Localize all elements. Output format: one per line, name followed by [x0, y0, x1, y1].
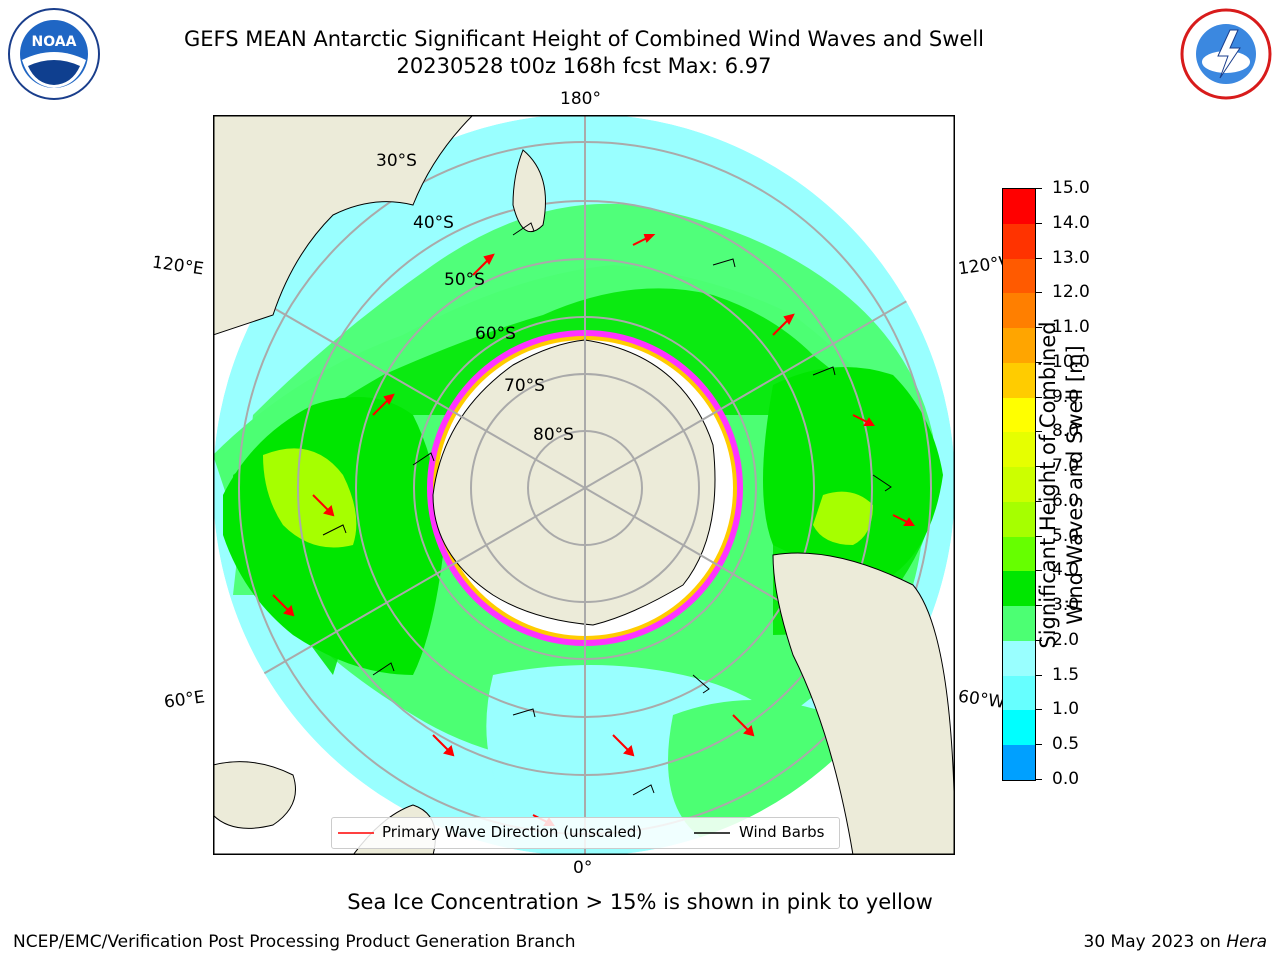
colorbar-tick-mark — [1036, 361, 1042, 363]
colorbar-tick-label: 15.0 — [1052, 178, 1090, 198]
new-zealand — [512, 149, 546, 233]
colorbar-tick-mark — [1036, 222, 1042, 224]
colorbar-tick-mark — [1036, 500, 1042, 502]
colorbar-segment — [1003, 501, 1035, 537]
nws-logo — [1180, 8, 1272, 100]
legend-barbs-label: Wind Barbs — [739, 823, 825, 841]
chart-subtitle: 20230528 t00z 168h fcst Max: 6.97 — [396, 54, 772, 78]
colorbar-segment — [1003, 223, 1035, 259]
colorbar-tick-label: 10.0 — [1052, 351, 1090, 372]
footer-credit: NCEP/EMC/Verification Post Processing Pr… — [13, 932, 576, 952]
colorbar-tick-label: 0.0 — [1052, 769, 1080, 789]
map-legend: Primary Wave Direction (unscaled) Wind B… — [331, 817, 840, 849]
colorbar-tick-mark — [1036, 535, 1042, 537]
colorbar-segment — [1003, 293, 1035, 329]
australia — [213, 115, 474, 336]
colorbar-segment — [1003, 397, 1035, 433]
lat-label-70s: 70°S — [504, 376, 545, 396]
colorbar-tick-mark — [1036, 709, 1042, 711]
lat-label-30s: 30°S — [376, 151, 417, 171]
lat-label-60s: 60°S — [475, 324, 516, 344]
colorbar-tick-label: 11.0 — [1052, 317, 1090, 338]
lat-label-40s: 40°S — [413, 213, 454, 233]
colorbar-segment — [1003, 258, 1035, 294]
svg-text:NOAA: NOAA — [32, 34, 77, 50]
colorbar-segment — [1003, 467, 1035, 502]
lon-label-bottom: 0° — [573, 858, 593, 878]
legend-primary-label: Primary Wave Direction (unscaled) — [382, 823, 643, 841]
colorbar-tick-label: 1.5 — [1052, 664, 1080, 685]
colorbar-segment — [1003, 536, 1035, 572]
colorbar-segment — [1003, 640, 1035, 676]
colorbar-tick-label: 14.0 — [1052, 212, 1090, 233]
colorbar-tick-mark — [1036, 257, 1042, 259]
colorbar-tick-mark — [1036, 605, 1042, 607]
colorbar-tick-label: 12.0 — [1052, 282, 1090, 303]
colorbar-tick-label: 5.0 — [1052, 525, 1080, 546]
chart-title: GEFS MEAN Antarctic Significant Height o… — [183, 27, 985, 51]
colorbar-tick-label: 2.0 — [1052, 629, 1080, 650]
colorbar-tick-mark — [1036, 188, 1042, 189]
primary-wave-arrows — [272, 234, 915, 826]
lat-label-80s: 80°S — [533, 425, 574, 445]
wind-barbs — [322, 222, 892, 796]
colorbar-segment — [1003, 362, 1035, 398]
colorbar-tick-mark — [1036, 639, 1042, 641]
colorbar-tick-mark — [1036, 431, 1042, 433]
colorbar-tick-label: 13.0 — [1052, 247, 1090, 268]
colorbar-tick-mark — [1036, 327, 1042, 329]
colorbar-tick-mark — [1036, 779, 1042, 780]
colorbar-tick-mark — [1036, 292, 1042, 294]
colorbar-segment — [1003, 432, 1035, 468]
colorbar-segment — [1003, 328, 1035, 363]
colorbar-segment — [1003, 189, 1035, 224]
colorbar-tick-mark — [1036, 744, 1042, 746]
madagascar — [213, 761, 296, 829]
lon-label-upper-left: 120°E — [150, 252, 205, 280]
polar-map — [213, 115, 955, 855]
colorbar — [1002, 188, 1036, 781]
colorbar-tick-label: 0.5 — [1052, 734, 1080, 755]
noaa-logo: NOAA — [8, 8, 100, 100]
colorbar-label: Significant Height of Combined Wind Wave… — [1035, 305, 1095, 665]
colorbar-segment — [1003, 710, 1035, 746]
colorbar-tick-label: 8.0 — [1052, 421, 1080, 442]
colorbar-tick-mark — [1036, 396, 1042, 398]
colorbar-segment — [1003, 675, 1035, 711]
lon-label-lower-left: 60°E — [162, 687, 207, 713]
colorbar-segment — [1003, 571, 1035, 607]
colorbar-label-line1: Significant Height of Combined — [1036, 321, 1060, 649]
footer-host: Hera — [1226, 932, 1267, 952]
colorbar-tick-label: 7.0 — [1052, 456, 1080, 477]
colorbar-label-line2: Wind Waves and Swell [m] — [1063, 345, 1087, 625]
footer-date: 30 May 2023 on Hera — [1084, 932, 1268, 952]
colorbar-tick-label: 9.0 — [1052, 386, 1080, 407]
lat-label-50s: 50°S — [444, 270, 485, 290]
colorbar-tick-label: 1.0 — [1052, 699, 1080, 720]
lon-label-top: 180° — [560, 89, 601, 109]
colorbar-tick-mark — [1036, 466, 1042, 468]
colorbar-tick-label: 6.0 — [1052, 490, 1080, 511]
footer-date-text: 30 May 2023 on — [1083, 932, 1227, 952]
colorbar-tick-label: 3.0 — [1052, 595, 1080, 616]
colorbar-tick-mark — [1036, 570, 1042, 572]
colorbar-segment — [1003, 606, 1035, 641]
wind-barb-legend-swatch — [694, 832, 730, 834]
colorbar-tick-mark — [1036, 674, 1042, 676]
primary-wave-legend-swatch — [338, 832, 374, 834]
sea-ice-note: Sea Ice Concentration > 15% is shown in … — [347, 890, 933, 914]
colorbar-tick-label: 4.0 — [1052, 560, 1080, 581]
colorbar-segment — [1003, 745, 1035, 781]
